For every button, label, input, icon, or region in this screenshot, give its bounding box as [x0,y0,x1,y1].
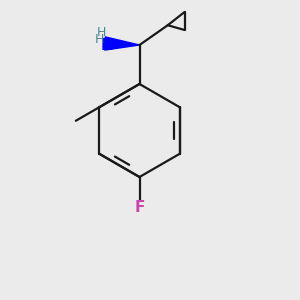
Polygon shape [105,37,140,50]
Text: N: N [101,38,114,52]
Text: F: F [134,200,145,215]
Text: H: H [97,26,106,39]
Text: H: H [95,33,104,46]
